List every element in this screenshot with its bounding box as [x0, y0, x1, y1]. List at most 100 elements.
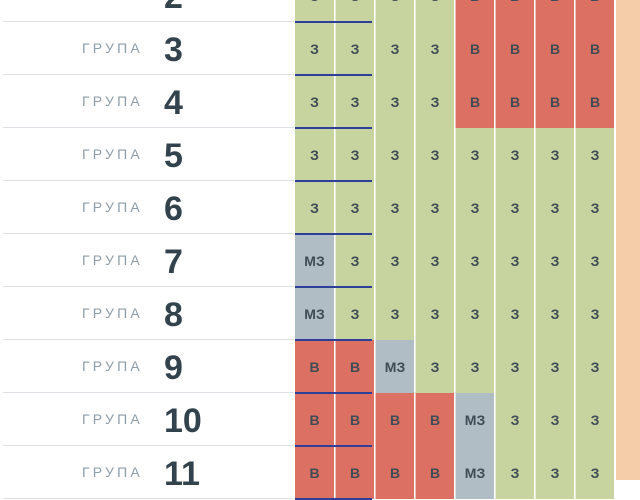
schedule-cell[interactable]: В — [455, 22, 494, 75]
schedule-cell[interactable]: З — [455, 181, 494, 234]
schedule-cell[interactable]: В — [575, 0, 614, 22]
schedule-cell[interactable]: З — [335, 128, 374, 181]
schedule-cell[interactable]: З — [495, 234, 534, 287]
schedule-cell[interactable]: З — [415, 128, 454, 181]
schedule-cell[interactable]: З — [415, 234, 454, 287]
schedule-cell[interactable]: МЗ — [455, 446, 494, 499]
schedule-cell[interactable]: В — [415, 446, 454, 499]
schedule-cell[interactable]: З — [455, 287, 494, 340]
schedule-cell[interactable]: З — [335, 22, 374, 75]
schedule-cell[interactable]: В — [375, 393, 414, 446]
schedule-cell[interactable]: В — [495, 22, 534, 75]
row-divider — [3, 21, 294, 22]
schedule-cell[interactable]: З — [375, 0, 414, 22]
schedule-cell[interactable]: В — [335, 446, 374, 499]
schedule-cell[interactable]: З — [495, 181, 534, 234]
group-label: ГРУПА — [82, 199, 143, 215]
schedule-cell[interactable]: З — [335, 75, 374, 128]
schedule-cell[interactable]: МЗ — [295, 287, 334, 340]
row-divider — [3, 445, 294, 446]
schedule-cell[interactable]: З — [575, 393, 614, 446]
schedule-cell[interactable]: З — [575, 181, 614, 234]
blue-divider — [295, 339, 372, 341]
schedule-cell[interactable]: В — [295, 393, 334, 446]
group-row: ГРУПА 11 В В В В МЗ З З З — [0, 446, 640, 500]
schedule-cell[interactable]: З — [295, 75, 334, 128]
schedule-cell[interactable]: З — [375, 287, 414, 340]
schedule-cell[interactable]: В — [535, 75, 574, 128]
schedule-cell[interactable]: З — [535, 128, 574, 181]
row-divider — [3, 74, 294, 75]
group-number: 7 — [164, 243, 183, 281]
schedule-cell[interactable]: З — [535, 181, 574, 234]
schedule-cell[interactable]: В — [335, 340, 374, 393]
schedule-cell[interactable]: З — [415, 0, 454, 22]
schedule-cell[interactable]: З — [495, 446, 534, 499]
group-number: 3 — [164, 31, 183, 69]
schedule-cell[interactable]: З — [335, 234, 374, 287]
schedule-cell[interactable]: В — [495, 0, 534, 22]
schedule-cell[interactable]: З — [535, 234, 574, 287]
schedule-cell[interactable]: З — [415, 75, 454, 128]
schedule-cell[interactable]: З — [295, 0, 334, 22]
schedule-cell[interactable]: З — [535, 393, 574, 446]
schedule-cell[interactable]: В — [535, 0, 574, 22]
group-row: ГРУПА 8 МЗ З З З З З З З — [0, 287, 640, 341]
schedule-cell[interactable]: З — [455, 234, 494, 287]
schedule-cell[interactable]: З — [575, 340, 614, 393]
schedule-cell[interactable]: МЗ — [455, 393, 494, 446]
schedule-cell[interactable]: З — [335, 287, 374, 340]
schedule-cell[interactable]: В — [535, 22, 574, 75]
schedule-cell[interactable]: З — [575, 446, 614, 499]
schedule-cell[interactable]: З — [375, 128, 414, 181]
schedule-cell[interactable]: В — [455, 75, 494, 128]
schedule-cell[interactable]: З — [535, 446, 574, 499]
schedule-cell[interactable]: З — [295, 22, 334, 75]
schedule-cell[interactable]: З — [535, 287, 574, 340]
group-label: ГРУПА — [82, 358, 143, 374]
schedule-cell[interactable]: З — [575, 234, 614, 287]
schedule-cell[interactable]: В — [375, 446, 414, 499]
row-divider — [3, 286, 294, 287]
schedule-cell[interactable]: В — [335, 393, 374, 446]
schedule-cell[interactable]: З — [335, 0, 374, 22]
row-divider — [3, 498, 294, 499]
group-number: 11 — [164, 455, 200, 493]
group-label: ГРУПА — [82, 93, 143, 109]
schedule-cell[interactable]: З — [335, 181, 374, 234]
schedule-cell[interactable]: З — [575, 128, 614, 181]
schedule-cell[interactable]: З — [495, 340, 534, 393]
schedule-cell[interactable]: З — [375, 181, 414, 234]
schedule-cell[interactable]: З — [415, 181, 454, 234]
schedule-cell[interactable]: В — [455, 0, 494, 22]
schedule-cell[interactable]: З — [455, 128, 494, 181]
schedule-cell[interactable]: В — [295, 340, 334, 393]
schedule-cell[interactable]: З — [415, 287, 454, 340]
schedule-cell[interactable]: З — [455, 340, 494, 393]
schedule-cell[interactable]: В — [415, 393, 454, 446]
schedule-cell[interactable]: З — [495, 128, 534, 181]
schedule-cell[interactable]: З — [495, 287, 534, 340]
schedule-cell[interactable]: З — [375, 234, 414, 287]
schedule-cell[interactable]: В — [295, 446, 334, 499]
schedule-cell[interactable]: МЗ — [375, 340, 414, 393]
group-label: ГРУПА — [82, 0, 143, 3]
schedule-cell[interactable]: З — [535, 340, 574, 393]
schedule-cell[interactable]: В — [575, 75, 614, 128]
schedule-cell[interactable]: МЗ — [295, 234, 334, 287]
schedule-cell[interactable]: В — [495, 75, 534, 128]
schedule-cell[interactable]: З — [575, 287, 614, 340]
group-label: ГРУПА — [82, 464, 143, 480]
schedule-cell[interactable]: З — [415, 340, 454, 393]
schedule-cell[interactable]: З — [375, 22, 414, 75]
schedule-cell[interactable]: В — [575, 22, 614, 75]
schedule-cell[interactable]: З — [375, 75, 414, 128]
schedule-cell[interactable]: З — [295, 128, 334, 181]
schedule-cell[interactable]: З — [495, 393, 534, 446]
schedule-cell[interactable]: З — [415, 22, 454, 75]
schedule-cell[interactable]: З — [295, 181, 334, 234]
row-divider — [3, 339, 294, 340]
